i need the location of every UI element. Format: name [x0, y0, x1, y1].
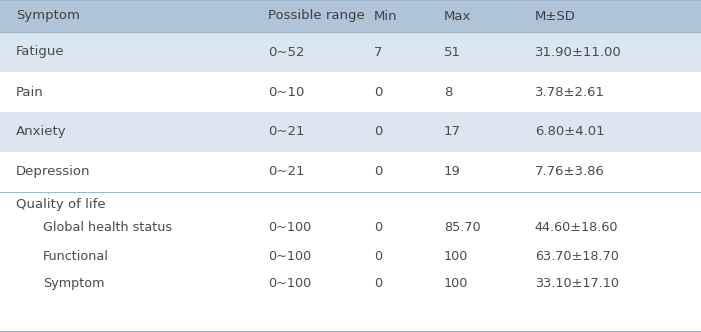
Text: 0: 0 — [374, 221, 382, 234]
Bar — [0, 0, 701, 32]
Text: Possible range: Possible range — [268, 10, 365, 23]
Text: 0~10: 0~10 — [268, 86, 305, 99]
Text: 0~21: 0~21 — [268, 125, 305, 138]
Text: 63.70±18.70: 63.70±18.70 — [535, 250, 619, 263]
Text: M±SD: M±SD — [535, 10, 576, 23]
Text: 31.90±11.00: 31.90±11.00 — [535, 45, 622, 58]
Text: 0~100: 0~100 — [268, 250, 312, 263]
Bar — [0, 152, 701, 192]
Text: 0: 0 — [374, 165, 382, 179]
Text: Depression: Depression — [16, 165, 90, 179]
Text: Symptom: Symptom — [43, 278, 104, 290]
Bar — [0, 32, 701, 72]
Text: 0: 0 — [374, 125, 382, 138]
Text: 0~21: 0~21 — [268, 165, 305, 179]
Bar — [0, 270, 701, 298]
Text: Min: Min — [374, 10, 397, 23]
Text: 100: 100 — [444, 278, 468, 290]
Text: 6.80±4.01: 6.80±4.01 — [535, 125, 604, 138]
Text: 100: 100 — [444, 250, 468, 263]
Bar — [0, 72, 701, 112]
Text: 85.70: 85.70 — [444, 221, 480, 234]
Bar — [0, 242, 701, 270]
Text: 8: 8 — [444, 86, 452, 99]
Text: 0~100: 0~100 — [268, 221, 312, 234]
Text: 44.60±18.60: 44.60±18.60 — [535, 221, 618, 234]
Text: Global health status: Global health status — [43, 221, 172, 234]
Text: 7.76±3.86: 7.76±3.86 — [535, 165, 605, 179]
Text: Quality of life: Quality of life — [16, 198, 106, 210]
Text: 0: 0 — [374, 250, 382, 263]
Text: 0: 0 — [374, 86, 382, 99]
Text: Pain: Pain — [16, 86, 44, 99]
Text: 7: 7 — [374, 45, 382, 58]
Text: 3.78±2.61: 3.78±2.61 — [535, 86, 605, 99]
Text: Functional: Functional — [43, 250, 109, 263]
Text: Anxiety: Anxiety — [16, 125, 67, 138]
Bar — [0, 192, 701, 214]
Bar — [0, 214, 701, 242]
Text: 0: 0 — [374, 278, 382, 290]
Text: 0~100: 0~100 — [268, 278, 312, 290]
Text: 51: 51 — [444, 45, 461, 58]
Text: Max: Max — [444, 10, 471, 23]
Text: 0~52: 0~52 — [268, 45, 305, 58]
Text: Fatigue: Fatigue — [16, 45, 64, 58]
Text: 33.10±17.10: 33.10±17.10 — [535, 278, 619, 290]
Text: 17: 17 — [444, 125, 461, 138]
Text: Symptom: Symptom — [16, 10, 80, 23]
Text: 19: 19 — [444, 165, 461, 179]
Bar — [0, 112, 701, 152]
